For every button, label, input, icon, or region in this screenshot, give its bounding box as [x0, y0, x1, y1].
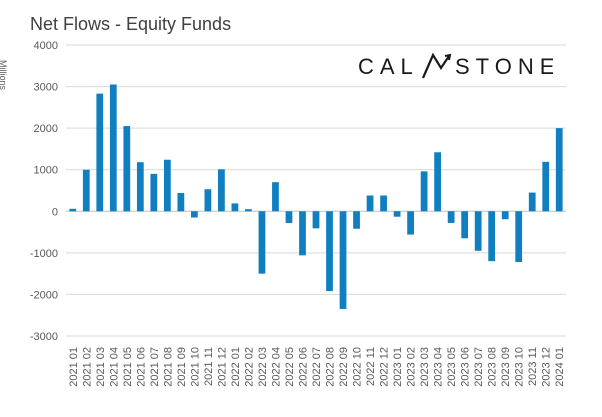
bar: [528, 192, 536, 212]
chart-title: Net Flows - Equity Funds: [30, 14, 232, 34]
svg-text:STONE: STONE: [455, 54, 553, 79]
bar: [231, 203, 239, 212]
bar: [501, 211, 509, 220]
x-tick-label: 2021 12: [216, 347, 228, 387]
y-tick-label: -2000: [30, 289, 58, 301]
bar: [447, 211, 455, 223]
x-tick-label: 2022 03: [257, 347, 269, 387]
calastone-logo: CAL STONE: [358, 52, 553, 79]
x-tick-label: 2023 05: [446, 347, 458, 387]
x-tick-label: 2023 08: [487, 347, 499, 387]
x-tick-label: 2022 02: [243, 347, 255, 387]
y-tick-label: 1000: [34, 165, 58, 177]
x-tick-label: 2022 08: [325, 347, 337, 387]
bar: [299, 211, 306, 256]
bar: [191, 211, 198, 218]
x-tick-label: 2023 07: [473, 347, 485, 387]
bar: [474, 211, 482, 251]
bar: [285, 211, 293, 223]
bar: [353, 211, 360, 229]
x-tick-label: 2022 04: [270, 347, 282, 387]
x-tick-label: 2022 05: [284, 347, 296, 387]
x-tick-label: 2023 09: [500, 347, 512, 387]
bar: [434, 152, 441, 212]
y-tick-label: -3000: [30, 331, 58, 343]
x-tick-label: 2022 10: [352, 347, 364, 387]
bar: [82, 169, 90, 212]
bar: [366, 195, 374, 212]
x-tick-label: 2023 03: [419, 347, 431, 387]
x-tick-label: 2021 07: [149, 347, 161, 387]
y-tick-label: 3000: [34, 82, 58, 94]
x-tick-label: 2021 11: [203, 347, 215, 386]
bar: [136, 162, 144, 212]
y-tick-label: 0: [52, 206, 58, 218]
y-tick-label: 2000: [34, 123, 58, 135]
bar: [326, 211, 333, 292]
x-tick-label: 2022 11: [365, 347, 377, 386]
x-tick-label: 2021 05: [122, 347, 134, 387]
bar: [204, 189, 212, 212]
bar: [542, 161, 550, 212]
bar: [218, 169, 225, 212]
x-tick-label: 2024 01: [554, 347, 566, 387]
x-tick-label: 2021 08: [162, 347, 174, 387]
x-tick-label: 2022 12: [379, 347, 391, 387]
x-tick-label: 2023 01: [392, 347, 404, 387]
logo-a-mark: [421, 52, 452, 79]
bar: [312, 211, 320, 229]
bar: [515, 211, 523, 263]
bar: [69, 208, 77, 212]
bar: [109, 84, 117, 212]
bar: [393, 211, 401, 217]
x-tick-label: 2021 03: [95, 347, 107, 387]
bar: [380, 195, 387, 212]
x-tick-label: 2022 06: [297, 347, 309, 387]
bar: [555, 128, 563, 212]
bar: [407, 211, 414, 235]
bar: [123, 126, 131, 212]
x-tick-label: 2023 02: [406, 347, 418, 387]
bar: [245, 209, 252, 212]
x-tick-label: 2022 07: [311, 347, 323, 387]
x-tick-label: 2021 10: [189, 347, 201, 387]
bar: [258, 211, 266, 274]
x-tick-label: 2023 10: [514, 347, 526, 387]
y-tick-label: -1000: [30, 248, 58, 260]
bar: [420, 171, 428, 212]
x-tick-label: 2021 02: [81, 347, 93, 387]
x-tick-label: 2023 06: [460, 347, 472, 387]
bar: [163, 159, 171, 212]
svg-text:CAL: CAL: [358, 54, 419, 79]
y-tick-label: 4000: [34, 40, 58, 52]
x-tick-label: 2023 04: [433, 347, 445, 387]
bar: [339, 211, 347, 309]
bar: [461, 211, 469, 239]
x-tick-label: 2021 01: [68, 347, 80, 387]
bar: [150, 173, 158, 212]
x-tick-label: 2021 04: [108, 347, 120, 387]
x-tick-label: 2021 06: [135, 347, 147, 387]
x-tick-label: 2023 11: [527, 347, 539, 386]
x-tick-label: 2022 01: [230, 347, 242, 387]
bar: [488, 211, 496, 262]
x-tick-label: 2022 09: [338, 347, 350, 387]
bar: [177, 192, 185, 212]
bar: [272, 182, 279, 212]
bar: [96, 93, 104, 212]
x-tick-label: 2021 09: [176, 347, 188, 387]
x-tick-label: 2023 12: [541, 347, 553, 387]
